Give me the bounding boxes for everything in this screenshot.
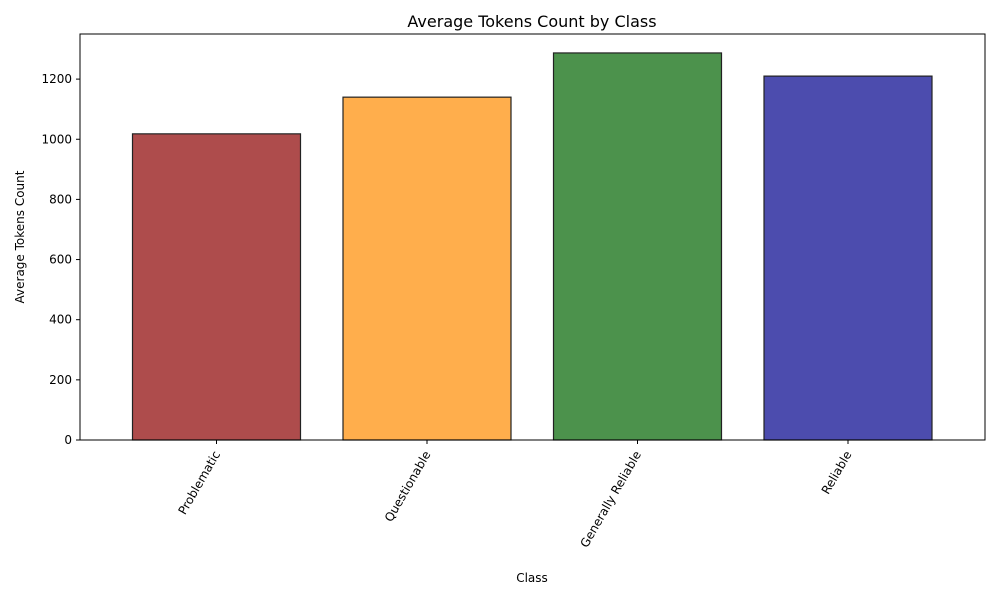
chart-title: Average Tokens Count by Class [407, 12, 656, 31]
y-axis-ticks: 0 200 400 600 800 1000 1200 [41, 72, 80, 447]
y-tick-label: 600 [49, 253, 72, 267]
y-tick-label: 1000 [41, 132, 72, 146]
x-tick-label: Generally Reliable [577, 449, 644, 550]
x-tick-label: Problematic [175, 449, 223, 518]
bars [131, 52, 933, 441]
y-axis-label: Average Tokens Count [13, 170, 27, 303]
x-axis-label: Class [516, 571, 548, 585]
y-tick-label: 800 [49, 192, 72, 206]
y-tick-label: 200 [49, 373, 72, 387]
y-tick-label: 1200 [41, 72, 72, 86]
bar-questionable [342, 96, 512, 441]
y-tick-label: 400 [49, 313, 72, 327]
y-tick-label: 0 [64, 433, 72, 447]
x-tick-label: Reliable [819, 449, 855, 497]
bar-generally-reliable [552, 52, 723, 441]
bar-reliable [763, 75, 933, 441]
x-axis-ticks: Problematic Questionable Generally Reliabl… [175, 440, 855, 550]
plot-frame [79, 33, 986, 441]
x-tick-label: Questionable [382, 449, 434, 525]
bar-problematic [131, 133, 302, 441]
